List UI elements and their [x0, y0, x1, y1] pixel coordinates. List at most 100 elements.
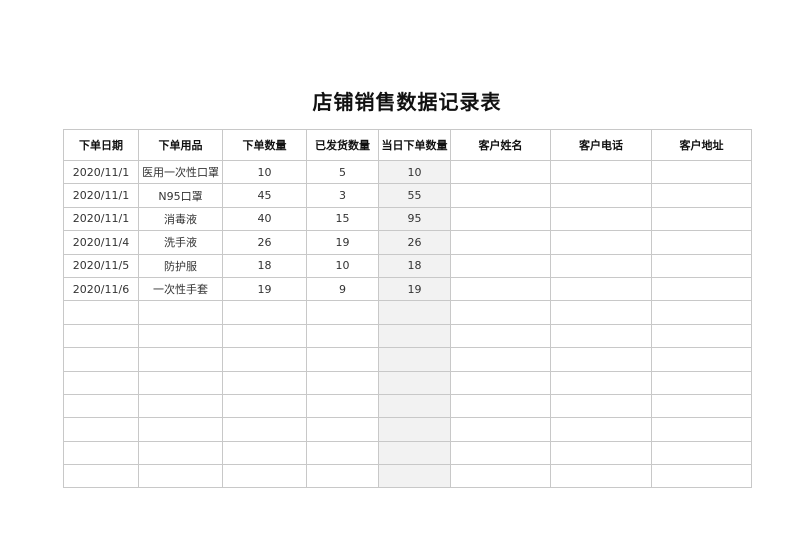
cell-daily-order-qty[interactable]: 19: [378, 276, 451, 302]
cell-customer-name[interactable]: [450, 300, 551, 325]
cell-order-item[interactable]: [138, 393, 223, 419]
cell-shipped-qty[interactable]: [306, 393, 379, 419]
cell-customer-phone[interactable]: [550, 370, 652, 395]
cell-customer-address[interactable]: [651, 323, 752, 349]
cell-order-item[interactable]: 医用一次性口罩: [138, 159, 223, 185]
column-header-daily-order-qty[interactable]: 当日下单数量: [378, 129, 451, 161]
cell-customer-phone[interactable]: [550, 276, 652, 302]
cell-customer-address[interactable]: [651, 253, 752, 278]
cell-order-date[interactable]: [63, 417, 139, 442]
cell-order-date[interactable]: 2020/11/1: [63, 183, 139, 208]
cell-shipped-qty[interactable]: 19: [306, 230, 379, 255]
cell-order-qty[interactable]: [222, 347, 307, 372]
cell-daily-order-qty[interactable]: [378, 464, 451, 489]
cell-daily-order-qty[interactable]: 10: [378, 159, 451, 185]
cell-order-item[interactable]: 一次性手套: [138, 276, 223, 302]
cell-customer-phone[interactable]: [550, 159, 652, 185]
cell-order-date[interactable]: [63, 323, 139, 349]
cell-order-date[interactable]: 2020/11/5: [63, 253, 139, 278]
cell-order-item[interactable]: [138, 370, 223, 395]
cell-customer-name[interactable]: [450, 417, 551, 442]
column-header-order-date[interactable]: 下单日期: [63, 129, 139, 161]
column-header-customer-phone[interactable]: 客户电话: [550, 129, 652, 161]
cell-order-qty[interactable]: 26: [222, 230, 307, 255]
cell-order-date[interactable]: [63, 393, 139, 419]
cell-shipped-qty[interactable]: [306, 417, 379, 442]
cell-daily-order-qty[interactable]: 55: [378, 183, 451, 208]
cell-shipped-qty[interactable]: [306, 323, 379, 349]
cell-order-item[interactable]: 防护服: [138, 253, 223, 278]
cell-customer-address[interactable]: [651, 206, 752, 232]
cell-customer-name[interactable]: [450, 347, 551, 372]
cell-daily-order-qty[interactable]: 18: [378, 253, 451, 278]
cell-customer-address[interactable]: [651, 417, 752, 442]
cell-order-qty[interactable]: [222, 440, 307, 466]
column-header-order-qty[interactable]: 下单数量: [222, 129, 307, 161]
cell-order-item[interactable]: 洗手液: [138, 230, 223, 255]
cell-order-date[interactable]: 2020/11/1: [63, 206, 139, 232]
cell-daily-order-qty[interactable]: 95: [378, 206, 451, 232]
cell-customer-address[interactable]: [651, 230, 752, 255]
cell-customer-name[interactable]: [450, 276, 551, 302]
cell-order-date[interactable]: 2020/11/1: [63, 159, 139, 185]
cell-shipped-qty[interactable]: [306, 300, 379, 325]
cell-customer-phone[interactable]: [550, 300, 652, 325]
column-header-order-item[interactable]: 下单用品: [138, 129, 223, 161]
cell-customer-address[interactable]: [651, 440, 752, 466]
cell-customer-name[interactable]: [450, 370, 551, 395]
cell-customer-address[interactable]: [651, 370, 752, 395]
cell-customer-name[interactable]: [450, 323, 551, 349]
cell-daily-order-qty[interactable]: [378, 370, 451, 395]
cell-daily-order-qty[interactable]: [378, 393, 451, 419]
cell-customer-address[interactable]: [651, 276, 752, 302]
cell-customer-phone[interactable]: [550, 253, 652, 278]
cell-customer-phone[interactable]: [550, 417, 652, 442]
cell-customer-address[interactable]: [651, 464, 752, 489]
cell-daily-order-qty[interactable]: [378, 300, 451, 325]
cell-order-date[interactable]: [63, 370, 139, 395]
cell-shipped-qty[interactable]: 9: [306, 276, 379, 302]
cell-customer-phone[interactable]: [550, 347, 652, 372]
cell-customer-phone[interactable]: [550, 464, 652, 489]
cell-customer-phone[interactable]: [550, 393, 652, 419]
cell-shipped-qty[interactable]: [306, 440, 379, 466]
cell-customer-address[interactable]: [651, 183, 752, 208]
cell-order-item[interactable]: [138, 323, 223, 349]
cell-shipped-qty[interactable]: 10: [306, 253, 379, 278]
cell-customer-address[interactable]: [651, 393, 752, 419]
cell-shipped-qty[interactable]: [306, 370, 379, 395]
cell-customer-name[interactable]: [450, 206, 551, 232]
cell-order-qty[interactable]: [222, 323, 307, 349]
cell-order-item[interactable]: [138, 300, 223, 325]
cell-customer-address[interactable]: [651, 347, 752, 372]
column-header-customer-name[interactable]: 客户姓名: [450, 129, 551, 161]
cell-customer-phone[interactable]: [550, 206, 652, 232]
cell-customer-name[interactable]: [450, 393, 551, 419]
cell-customer-name[interactable]: [450, 159, 551, 185]
cell-order-qty[interactable]: 10: [222, 159, 307, 185]
cell-order-qty[interactable]: 45: [222, 183, 307, 208]
cell-order-qty[interactable]: [222, 464, 307, 489]
cell-order-qty[interactable]: 19: [222, 276, 307, 302]
cell-shipped-qty[interactable]: 3: [306, 183, 379, 208]
cell-order-item[interactable]: [138, 464, 223, 489]
cell-shipped-qty[interactable]: 5: [306, 159, 379, 185]
cell-order-qty[interactable]: [222, 393, 307, 419]
cell-order-date[interactable]: 2020/11/6: [63, 276, 139, 302]
column-header-shipped-qty[interactable]: 已发货数量: [306, 129, 379, 161]
cell-customer-address[interactable]: [651, 159, 752, 185]
column-header-customer-address[interactable]: 客户地址: [651, 129, 752, 161]
cell-shipped-qty[interactable]: [306, 347, 379, 372]
cell-order-qty[interactable]: 40: [222, 206, 307, 232]
cell-customer-name[interactable]: [450, 183, 551, 208]
cell-customer-name[interactable]: [450, 230, 551, 255]
cell-order-item[interactable]: [138, 440, 223, 466]
cell-order-date[interactable]: 2020/11/4: [63, 230, 139, 255]
cell-customer-phone[interactable]: [550, 183, 652, 208]
cell-order-date[interactable]: [63, 347, 139, 372]
cell-customer-name[interactable]: [450, 464, 551, 489]
cell-order-date[interactable]: [63, 464, 139, 489]
cell-daily-order-qty[interactable]: [378, 417, 451, 442]
cell-order-qty[interactable]: [222, 370, 307, 395]
cell-daily-order-qty[interactable]: [378, 323, 451, 349]
